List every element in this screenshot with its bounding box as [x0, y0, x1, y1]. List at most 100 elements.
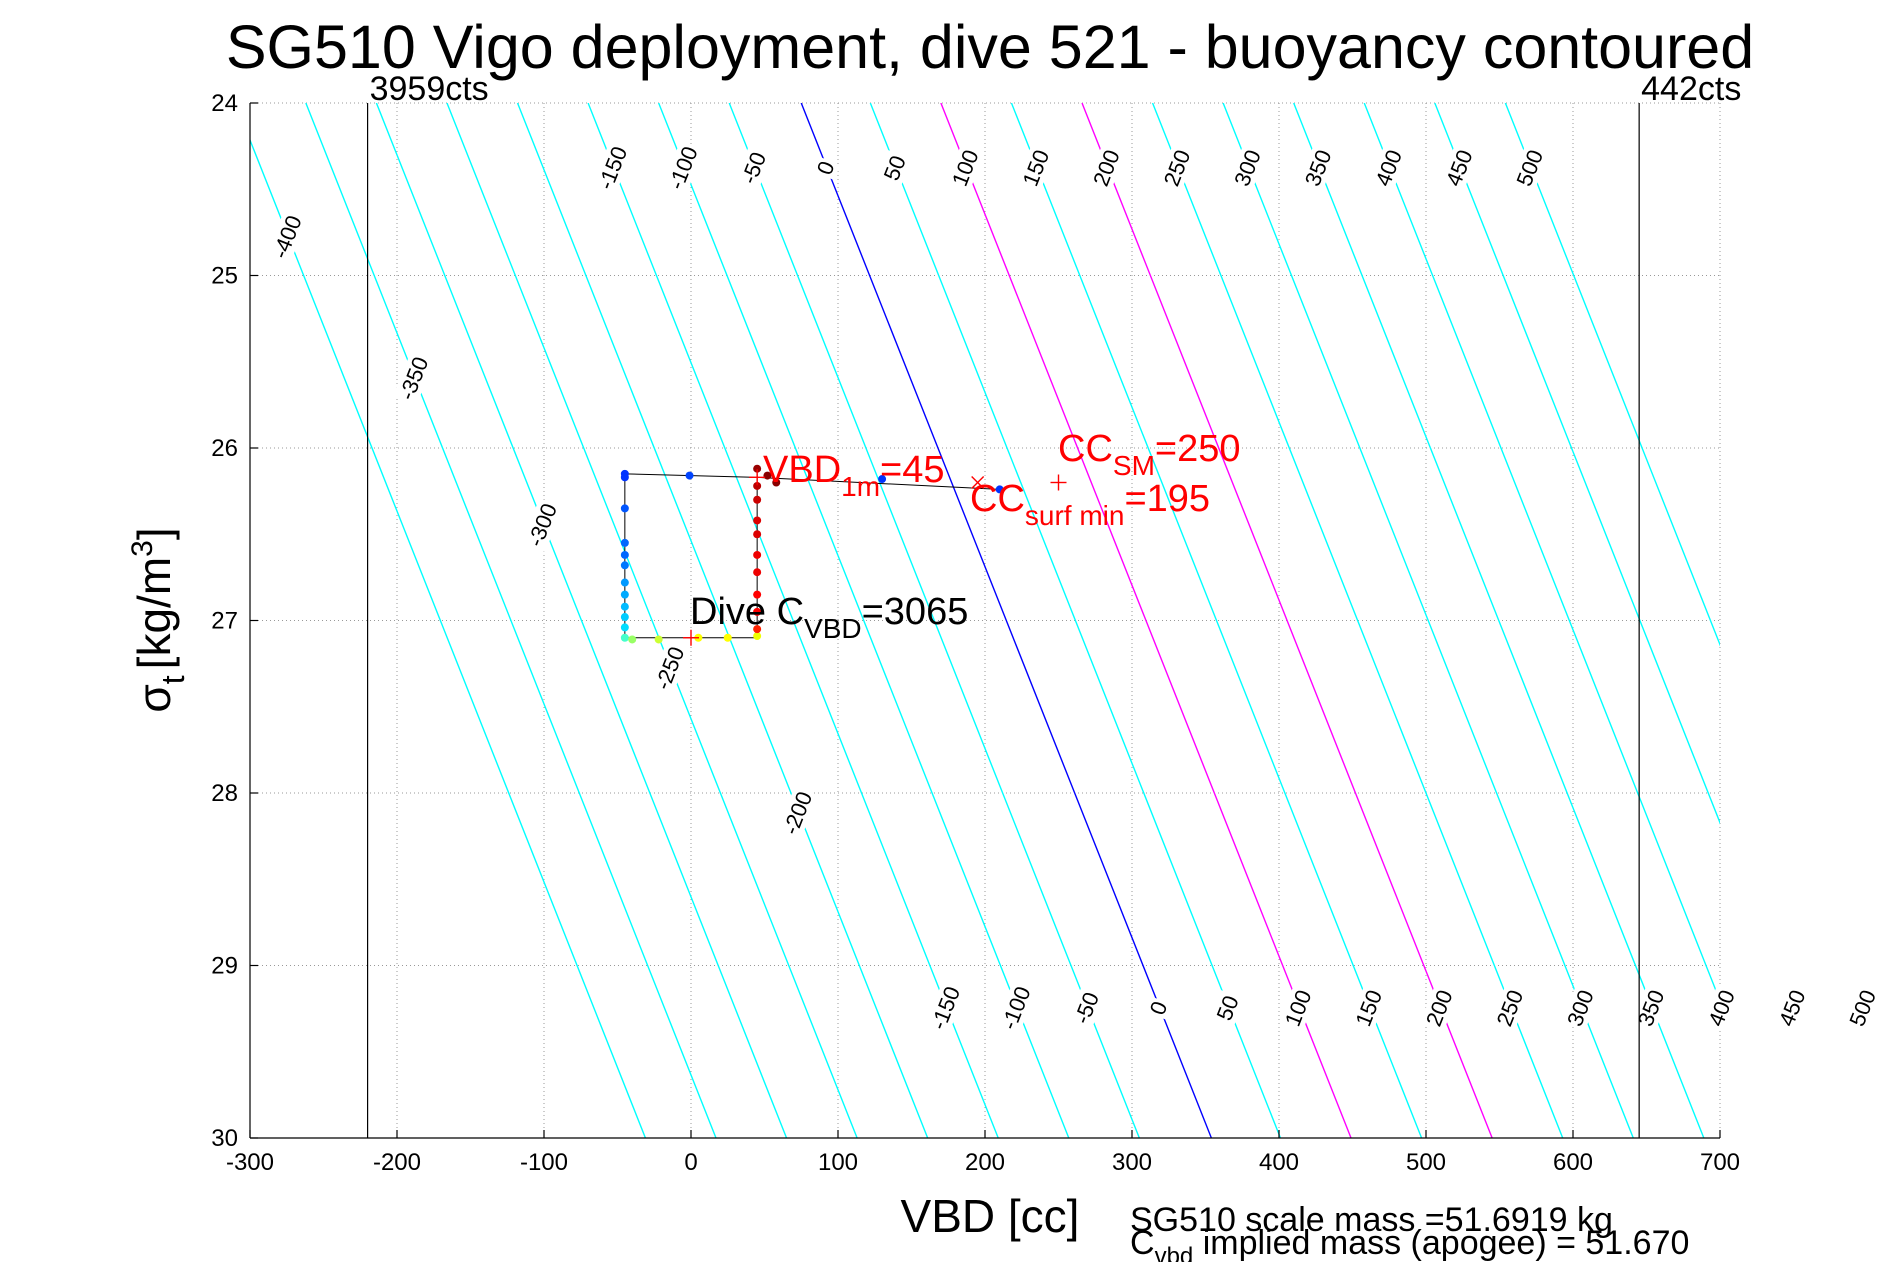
- y-tick-label: 25: [211, 263, 238, 290]
- contour-line--300: [375, 103, 788, 1138]
- ccsurf-annotation: CCsurf min=195: [970, 478, 1210, 531]
- contour-line-450: [1434, 103, 1720, 825]
- contour-line-350: [1293, 103, 1705, 1138]
- footer-implied-tail: implied mass (apogee) = 51.670: [1193, 1224, 1689, 1262]
- contour-line-300: [1222, 103, 1634, 1138]
- y-tick-label: 27: [211, 608, 238, 635]
- y-axis-label-units-close: ]: [128, 527, 180, 540]
- x-tick-label: 700: [1700, 1149, 1740, 1176]
- trajectory-point: [995, 485, 1004, 494]
- vbd1m-tail: =45: [880, 449, 944, 491]
- y-axis-label: σt [kg/m3]: [126, 527, 191, 712]
- contour-label: -400: [267, 212, 306, 262]
- svg-text:VBD1m=45: VBD1m=45: [763, 449, 945, 502]
- contour-label: -100: [996, 983, 1035, 1033]
- annotation-markers: [683, 469, 1067, 646]
- dive-cvbd-annotation: Dive CVBD=3065: [690, 591, 968, 644]
- trajectory-point: [620, 602, 629, 611]
- footer-cvbd-sub: vbd: [1155, 1243, 1194, 1262]
- contour-label-bg: [1143, 995, 1174, 1021]
- x-tick-label: -100: [520, 1149, 568, 1176]
- trajectory-point: [753, 625, 762, 634]
- trajectory-point: [620, 473, 629, 482]
- contour-label-bg: [1369, 144, 1408, 192]
- contour-line--400: [250, 138, 647, 1138]
- divec-tail: =3065: [862, 591, 969, 633]
- contour-label-bg: [1210, 990, 1245, 1026]
- contour-label-bg: [1420, 984, 1459, 1032]
- trajectory-point: [753, 550, 762, 559]
- divec-main: Dive C: [690, 591, 804, 633]
- contour-line-50: [869, 103, 1282, 1138]
- contour-label-bg: [393, 351, 435, 406]
- footer-scale-mass: SG510 scale mass =51.6919 kg: [1130, 1201, 1613, 1239]
- trajectory-point: [753, 516, 762, 525]
- x-tick-label: -200: [373, 1149, 421, 1176]
- contour-label-bg: [592, 140, 633, 195]
- contour-label-bg: [1157, 144, 1197, 192]
- contour-label-bg: [521, 498, 563, 552]
- contour-label-bg: [649, 641, 691, 696]
- trajectory-point: [753, 590, 762, 599]
- contour-label-bg: [1561, 984, 1600, 1032]
- contour-line-500: [1504, 103, 1720, 647]
- contour-label-bg: [1068, 986, 1105, 1030]
- ccsm-main: CC: [1058, 428, 1113, 470]
- divec-sub: VBD: [804, 613, 862, 644]
- x-tick-label: 200: [965, 1149, 1005, 1176]
- contour-label-bg: [662, 140, 704, 195]
- contour-label-bg: [1440, 144, 1479, 192]
- y-axis-ticks: 24 25 26 27 28 29 30: [211, 90, 258, 1152]
- x-tick-label: 500: [1406, 1149, 1446, 1176]
- trajectory-point: [620, 623, 629, 632]
- trajectory-point: [753, 530, 762, 539]
- contour-line-250: [1151, 103, 1564, 1138]
- contour-label-bg: [735, 146, 772, 190]
- contour-line--100: [658, 103, 1070, 1138]
- trajectory-point: [628, 635, 637, 644]
- contour-label-bg: [1772, 984, 1812, 1032]
- contour-line--250: [446, 103, 858, 1138]
- marker-cross: [971, 476, 985, 489]
- marker-plus: [749, 469, 766, 486]
- contour-line-200: [1081, 103, 1493, 1138]
- contour-line--150: [587, 103, 999, 1138]
- ccsurf-tail: =195: [1124, 478, 1210, 520]
- footer-cvbd-main: C: [1130, 1224, 1155, 1262]
- trajectory-point: [753, 495, 762, 504]
- ccsm-sub: SM: [1113, 450, 1155, 481]
- marker-plus: [683, 629, 699, 646]
- x-tick-label: 0: [684, 1149, 697, 1176]
- trajectory-point: [753, 607, 762, 616]
- contour-line--350: [305, 103, 717, 1138]
- trajectory-point: [620, 590, 629, 599]
- contour-label-bg: [1843, 984, 1882, 1032]
- trajectory-point: [763, 471, 772, 480]
- y-tick-label: 26: [211, 435, 238, 462]
- trajectory-point: [620, 538, 629, 547]
- y-tick-label: 24: [211, 90, 238, 117]
- x-tick-label: 600: [1553, 1149, 1593, 1176]
- contour-line-150: [1010, 103, 1423, 1138]
- trajectory-point: [753, 481, 762, 490]
- contour-label-bg: [1298, 144, 1338, 192]
- contour-label: -200: [778, 788, 817, 838]
- x-axis-ticks: -300 -200 -100 0 100 200 300 400 500 600 700: [226, 1130, 1740, 1176]
- trajectory-point: [753, 568, 762, 577]
- contour-label-bg: [1702, 984, 1741, 1032]
- svg-text:CCSM=250: CCSM=250: [1058, 428, 1240, 481]
- trajectory-point: [772, 478, 781, 487]
- contour-label: -350: [394, 353, 433, 403]
- y-axis-label-units-sup: 3: [126, 540, 159, 557]
- contour-line-400: [1363, 103, 1720, 1003]
- x-tick-label: 100: [818, 1149, 858, 1176]
- contour-label-bg: [1631, 984, 1671, 1032]
- contour-label-bg: [777, 786, 819, 841]
- y-axis-label-sub: t: [155, 675, 191, 684]
- contour-label-bg: [995, 981, 1037, 1035]
- contour-label: -150: [926, 983, 965, 1033]
- contour-label-bg: [1349, 984, 1388, 1032]
- buoyancy-contours: [250, 103, 1720, 1138]
- contour-line--200: [516, 103, 929, 1138]
